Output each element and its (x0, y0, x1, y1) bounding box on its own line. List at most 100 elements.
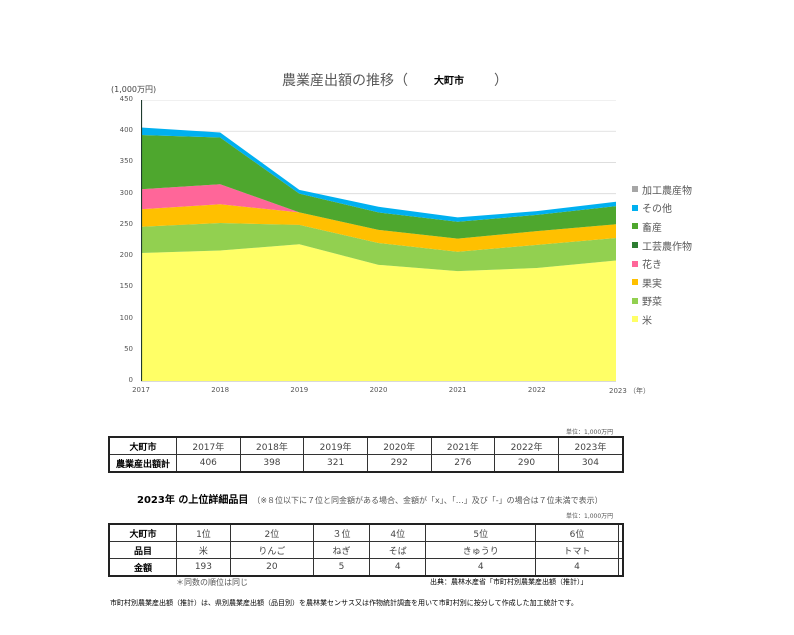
area-series (141, 184, 616, 239)
top-items-note: （※８位以下に７位と同金額がある場合、金額が「x」、「…」及び「-」の場合は７位… (252, 496, 603, 505)
amount-cell: 4 (535, 558, 620, 577)
y-tick-label: 400 (119, 126, 133, 135)
legend-item: 果実 (632, 273, 692, 292)
item-cell: トマト (535, 541, 620, 559)
top-items-title: 2023年 の上位詳細品目 (137, 495, 249, 506)
legend-label: その他 (642, 204, 672, 216)
amount-cell: 193 (176, 558, 231, 577)
legend-swatch-icon (632, 316, 638, 323)
chart-title-prefix: 農業産出額の推移（ (282, 73, 408, 89)
legend-label: 加工農産物 (642, 185, 692, 197)
y-tick-label: 350 (119, 157, 133, 166)
amount-cell: 20 (229, 558, 314, 577)
y-tick-label: 50 (124, 344, 133, 353)
chart-legend: 加工農産物その他畜産工芸農作物花き果実野菜米 (632, 180, 692, 329)
area-series (141, 223, 616, 272)
legend-swatch-icon (632, 223, 638, 230)
legend-item: 畜産 (632, 217, 692, 236)
top-items-unit-note: 単位：1,000万円 (566, 513, 614, 520)
totals-unit-note: 単位：1,000万円 (566, 429, 614, 436)
legend-swatch-icon (632, 186, 638, 193)
legend-item: その他 (632, 199, 692, 218)
x-axis-unit: （年） (626, 387, 651, 395)
totals-table: 大町市 2017年 2018年 2019年 2020年 2021年 2022年 … (108, 436, 624, 473)
legend-label: 花き (642, 260, 662, 272)
area-series (141, 244, 616, 381)
amount-row: 金額 193 20 5 4 4 4 (108, 558, 624, 577)
total-value-cell: 290 (494, 454, 559, 473)
item-cell: 米 (176, 541, 231, 559)
chart-title-suffix: ） (494, 73, 508, 89)
total-value-cell: 398 (239, 454, 305, 473)
top-items-table: 大町市 1位 2位 ３位 4位 5位 6位 品目 米 りんご ねぎ そば きゅう… (108, 523, 624, 577)
rank-cell (617, 523, 624, 542)
total-value-cell: 321 (303, 454, 368, 473)
legend-label: 野菜 (642, 297, 662, 309)
legend-item: 米 (632, 310, 692, 329)
legend-swatch-icon (632, 242, 638, 249)
amount-row-label: 金額 (108, 558, 177, 577)
area-series (141, 134, 616, 239)
area-series (141, 204, 616, 252)
amount-cell: 4 (369, 558, 427, 577)
footnote: 市町村別農業産出額（推計）は、県別農業産出額（品目別）を農林業センサス又は作物統… (110, 599, 578, 607)
top-items-corner-cell: 大町市 (108, 523, 177, 542)
item-row-label: 品目 (108, 541, 177, 559)
item-cell: りんご (229, 541, 314, 559)
year-cell: 2019年 (303, 436, 368, 455)
x-tick-label: 2023 （年） (609, 387, 651, 395)
amount-cell: 5 (312, 558, 371, 577)
item-cell: ねぎ (312, 541, 371, 559)
stacked-area-chart (141, 100, 616, 382)
x-tick-label: 2021 (448, 386, 467, 394)
legend-swatch-icon (632, 279, 638, 286)
x-tick-label: 2019 (290, 386, 309, 394)
x-tick-label: 2022 (527, 386, 546, 394)
legend-swatch-icon (632, 260, 638, 267)
x-tick-label: 2017 (132, 386, 150, 394)
chart-title: 農業産出額の推移（ 大町市 ） (282, 70, 508, 90)
y-tick-label: 250 (119, 219, 133, 228)
rank-cell: 5位 (425, 523, 537, 542)
rank-cell: 4位 (369, 523, 427, 542)
y-tick-label: 450 (119, 95, 133, 103)
year-cell: 2020年 (366, 436, 432, 455)
legend-item: 野菜 (632, 292, 692, 311)
item-cell (617, 541, 624, 559)
item-cell: そば (369, 541, 427, 559)
totals-corner-cell: 大町市 (108, 436, 177, 455)
total-value-cell: 304 (557, 454, 624, 473)
legend-item: 加工農産物 (632, 180, 692, 199)
x-tick-label: 2020 (369, 386, 388, 394)
legend-swatch-icon (632, 297, 638, 304)
legend-label: 米 (642, 315, 652, 327)
year-cell: 2021年 (430, 436, 496, 455)
year-cell: 2022年 (494, 436, 559, 455)
legend-swatch-icon (632, 204, 638, 211)
year-cell: 2017年 (176, 436, 241, 455)
y-tick-label: 300 (119, 188, 133, 197)
total-value-cell: 276 (430, 454, 496, 473)
totals-header-row: 大町市 2017年 2018年 2019年 2020年 2021年 2022年 … (108, 436, 624, 455)
totals-row-label: 農業産出額計 (108, 454, 177, 473)
amount-cell: 4 (425, 558, 537, 577)
source-citation: 出典：農林水産省「市町村別農業産出額（推計）」 (430, 578, 588, 586)
year-cell: 2018年 (239, 436, 305, 455)
y-tick-label: 150 (119, 282, 133, 291)
x-tick-label: 2018 (211, 386, 230, 394)
legend-label: 畜産 (642, 222, 662, 234)
top-items-heading: 2023年 の上位詳細品目 （※８位以下に７位と同金額がある場合、金額が「x」、「… (137, 491, 603, 506)
rank-row: 大町市 1位 2位 ３位 4位 5位 6位 (108, 523, 624, 542)
legend-item: 花き (632, 254, 692, 273)
item-row: 品目 米 りんご ねぎ そば きゅうり トマト (108, 541, 624, 559)
legend-label: 工芸農作物 (642, 241, 692, 253)
legend-label: 果実 (642, 278, 662, 290)
y-tick-label: 200 (119, 251, 133, 260)
item-cell: きゅうり (425, 541, 537, 559)
legend-item: 工芸農作物 (632, 236, 692, 255)
amount-cell (617, 558, 624, 577)
same-rank-note: ＊同数の順位は同じ (176, 578, 248, 587)
y-tick-label: 100 (119, 313, 133, 322)
chart-title-city: 大町市 (434, 76, 464, 87)
year-cell: 2023年 (557, 436, 624, 455)
